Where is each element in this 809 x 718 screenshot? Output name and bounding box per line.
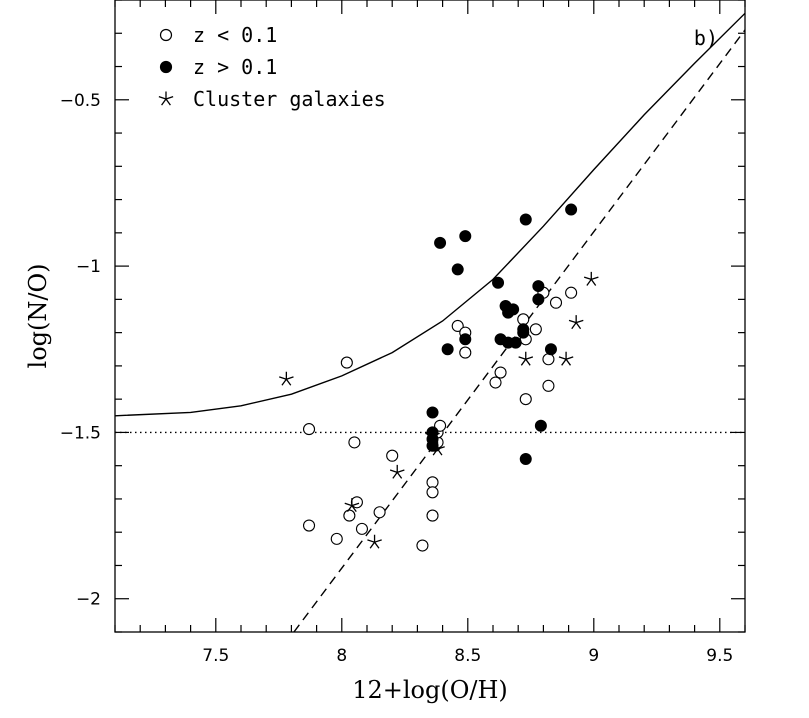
y-axis-title: log(N/O): [24, 264, 52, 369]
point-high-z: [459, 230, 472, 243]
point-high-z: [565, 203, 578, 216]
point-low-z: [489, 376, 502, 389]
point-high-z: [426, 406, 439, 419]
solid-curve: [115, 12, 745, 417]
point-low-z: [565, 286, 578, 299]
x-axis-title: 12+log(O/H): [352, 676, 508, 704]
point-cluster: [518, 351, 534, 366]
open-circle-marker: [159, 28, 173, 42]
point-cluster: [558, 351, 574, 366]
point-low-z: [416, 539, 429, 552]
point-low-z: [302, 519, 316, 532]
point-high-z: [507, 303, 520, 316]
point-high-z: [534, 419, 547, 432]
point-low-z: [343, 509, 356, 522]
star-glyph: [158, 91, 174, 106]
point-high-z: [517, 323, 530, 336]
point-low-z: [494, 366, 507, 379]
y-tick-label: −1.5: [60, 423, 101, 443]
x-tick-label: 8.5: [454, 646, 481, 666]
panel-label: b): [694, 26, 718, 50]
legend-entry-low-z: z < 0.1: [159, 23, 277, 47]
point-cluster: [367, 534, 382, 549]
point-cluster: [344, 498, 360, 513]
point-low-z: [348, 436, 361, 449]
y-tick-label: −2: [76, 590, 101, 610]
point-high-z: [492, 276, 505, 289]
point-low-z: [426, 486, 439, 499]
star-marker: [158, 91, 174, 106]
point-cluster: [430, 441, 445, 456]
point-cluster: [279, 371, 294, 386]
point-low-z: [549, 296, 563, 309]
data-points: [279, 203, 599, 552]
point-low-z: [459, 346, 472, 359]
point-low-z: [302, 423, 316, 436]
tick-labels: 7.5 8 8.5 9 9.5 −0.5 −1 −1.5 −2: [60, 91, 734, 666]
point-high-z: [459, 333, 472, 346]
point-low-z: [529, 323, 542, 336]
legend-label-high-z: z > 0.1: [193, 55, 277, 79]
x-tick-label: 9.5: [706, 646, 733, 666]
point-high-z: [532, 293, 545, 306]
point-low-z: [355, 522, 369, 535]
point-cluster: [389, 464, 405, 479]
point-low-z: [517, 313, 530, 326]
point-low-z: [340, 356, 353, 369]
x-tick-label: 9: [588, 646, 599, 666]
point-cluster: [425, 428, 440, 443]
point-high-z: [434, 236, 447, 249]
point-high-z: [509, 336, 522, 349]
legend-entry-high-z: z > 0.1: [159, 55, 277, 79]
point-high-z: [544, 343, 557, 356]
y-tick-label: −1: [76, 257, 101, 277]
point-low-z: [350, 496, 363, 509]
point-low-z: [519, 393, 532, 406]
legend-entry-cluster: Cluster galaxies: [158, 87, 386, 111]
point-low-z: [426, 476, 439, 489]
plot-frame: [114, 0, 746, 633]
point-high-z: [441, 343, 454, 356]
legend-label-cluster: Cluster galaxies: [193, 87, 386, 111]
legend-label-low-z: z < 0.1: [193, 23, 277, 47]
point-low-z: [434, 419, 447, 432]
point-high-z: [451, 263, 464, 276]
point-low-z: [330, 532, 343, 545]
y-tick-label: −0.5: [60, 91, 101, 111]
point-low-z: [451, 319, 464, 333]
point-high-z: [519, 453, 532, 466]
filled-circle-marker: [159, 60, 173, 74]
point-cluster: [568, 315, 584, 330]
x-tick-label: 7.5: [202, 646, 229, 666]
point-low-z: [542, 379, 555, 392]
point-low-z: [542, 353, 555, 366]
point-high-z: [519, 213, 532, 226]
point-low-z: [373, 506, 386, 519]
point-high-z: [532, 280, 545, 293]
axis-ticks: [114, 0, 746, 633]
point-low-z: [386, 449, 399, 462]
point-cluster: [583, 271, 599, 286]
x-tick-label: 8: [336, 646, 347, 666]
legend: z < 0.1 z > 0.1 Cluster galaxies: [158, 23, 386, 111]
point-low-z: [426, 509, 439, 522]
